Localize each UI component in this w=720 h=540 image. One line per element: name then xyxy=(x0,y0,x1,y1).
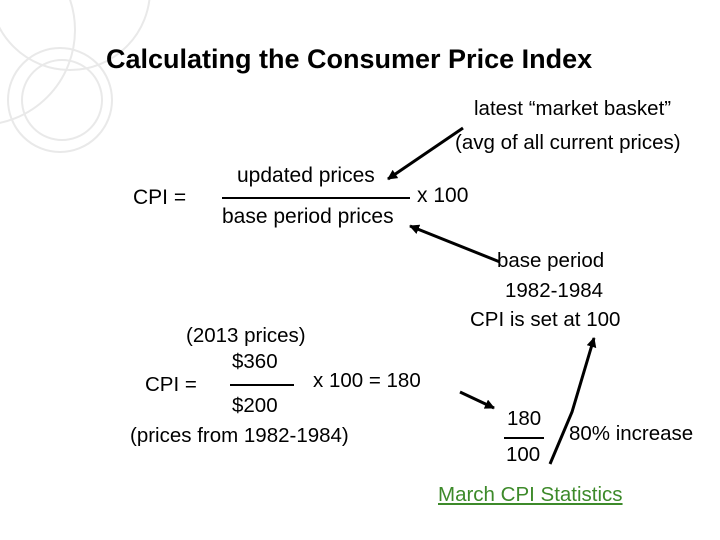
formula-numerator: updated prices xyxy=(237,164,375,187)
ratio-fraction-bar xyxy=(504,437,544,439)
arrow-to-base-period-prices xyxy=(409,224,501,264)
percent-increase-label: 80% increase xyxy=(569,422,694,445)
latest-basket-note-line2: (avg of all current prices) xyxy=(455,131,681,154)
example-numerator: $360 xyxy=(232,350,278,373)
formula-fraction-bar xyxy=(222,197,410,199)
decorative-rings xyxy=(0,0,151,153)
base-period-note-line3: CPI is set at 100 xyxy=(470,308,621,331)
formula-multiplier: x 100 xyxy=(417,184,469,207)
example-lhs: CPI = xyxy=(145,373,197,396)
example-denominator: $200 xyxy=(232,394,278,417)
slide-title: Calculating the Consumer Price Index xyxy=(106,44,593,74)
formula-lhs: CPI = xyxy=(133,186,187,209)
arrow-up-to-base-note xyxy=(548,337,597,465)
latest-basket-note-line1: latest “market basket” xyxy=(474,97,672,120)
ratio-denominator: 100 xyxy=(506,443,541,466)
formula-denominator: base period prices xyxy=(222,205,394,228)
ratio-numerator: 180 xyxy=(507,407,542,430)
march-cpi-statistics-link[interactable]: March CPI Statistics xyxy=(438,483,623,506)
base-period-note-line2: 1982-1984 xyxy=(505,279,604,302)
arrow-to-ratio xyxy=(459,390,495,410)
example-denominator-note: (prices from 1982-1984) xyxy=(130,424,349,447)
example-fraction-bar xyxy=(230,384,294,386)
arrow-to-updated-prices xyxy=(387,126,464,181)
example-result: x 100 = 180 xyxy=(313,369,421,392)
example-numerator-note: (2013 prices) xyxy=(186,324,306,347)
base-period-note-line1: base period xyxy=(497,249,605,272)
